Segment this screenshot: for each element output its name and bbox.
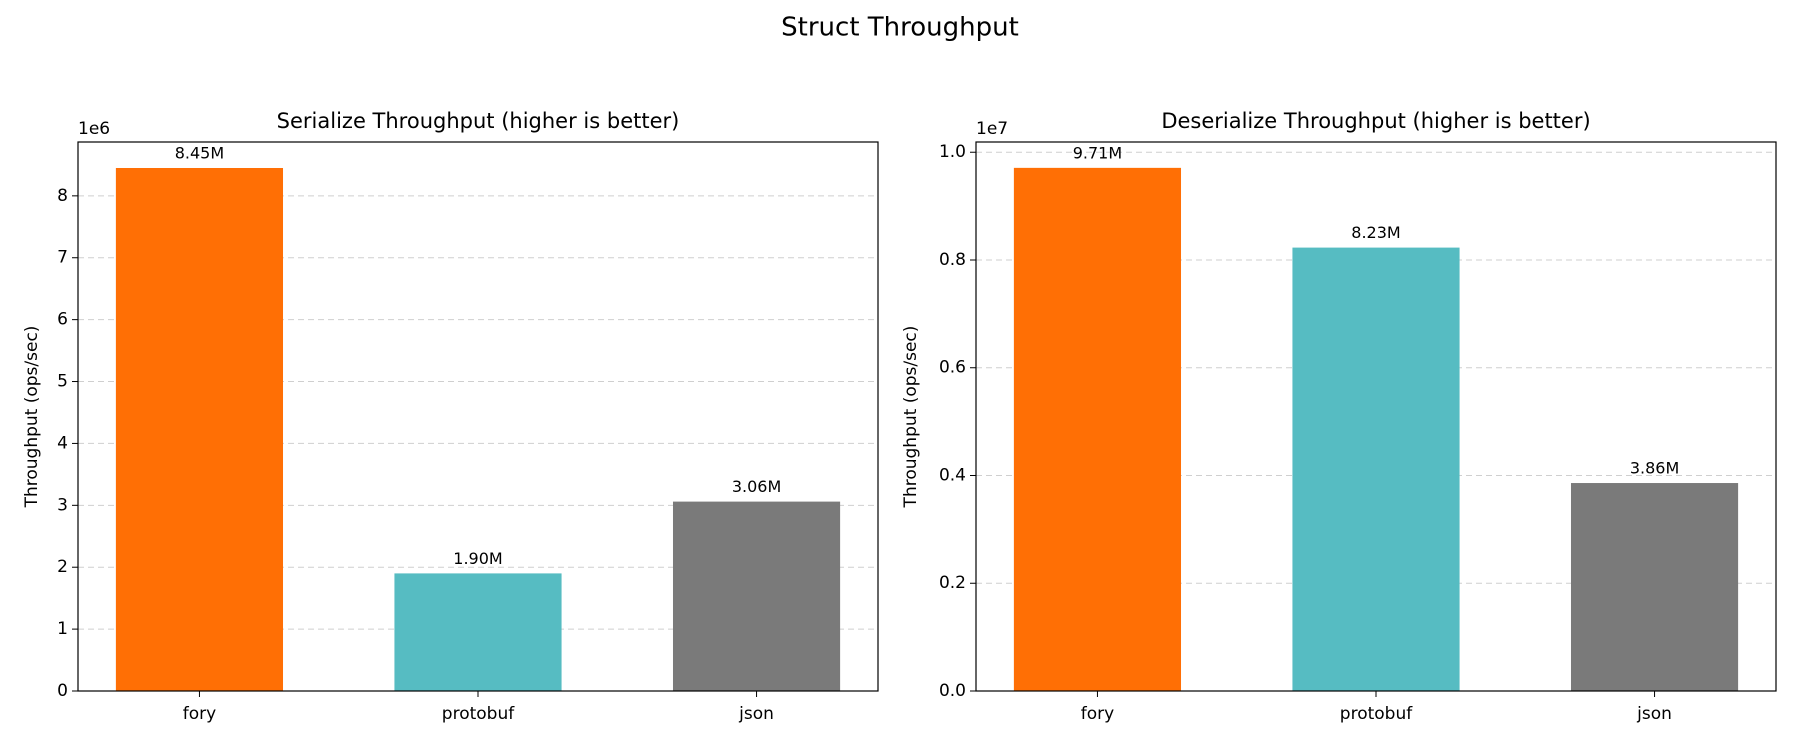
value-label: 3.06M xyxy=(732,477,781,496)
bar xyxy=(1013,167,1182,691)
x-tick-label: fory xyxy=(1081,704,1114,724)
y-tick-label: 0.6 xyxy=(939,358,966,378)
y-tick-label: 7 xyxy=(57,248,68,268)
value-label: 9.71M xyxy=(1073,143,1122,162)
axis-title: Serialize Throughput (higher is better) xyxy=(277,109,680,133)
y-axis-label: Throughput (ops/sec) xyxy=(901,326,921,509)
bar xyxy=(1570,483,1739,691)
y-tick-label: 1.0 xyxy=(939,142,966,162)
axis-title: Deserialize Throughput (higher is better… xyxy=(1161,109,1590,133)
y-tick-label: 3 xyxy=(57,495,68,515)
y-tick-label: 1 xyxy=(57,619,68,639)
x-tick-label: json xyxy=(738,704,774,724)
bar xyxy=(1292,247,1460,691)
bar xyxy=(672,501,841,691)
plot-frame xyxy=(77,141,879,692)
y-offset-label: 1e7 xyxy=(976,119,1008,139)
y-offset-label: 1e6 xyxy=(78,119,110,139)
x-tick-label: protobuf xyxy=(442,704,515,724)
x-tick-label: json xyxy=(1636,704,1672,724)
y-tick-label: 0.0 xyxy=(939,681,966,701)
y-axis-label: Throughput (ops/sec) xyxy=(22,326,42,509)
bar xyxy=(115,167,284,691)
y-tick-label: 0.8 xyxy=(939,250,966,270)
value-label: 1.90M xyxy=(453,549,502,568)
bar xyxy=(394,573,562,691)
value-label: 3.86M xyxy=(1630,459,1679,478)
figure-title: Struct Throughput xyxy=(781,13,1019,43)
x-tick-label: fory xyxy=(183,704,216,724)
y-tick-label: 0.2 xyxy=(939,573,966,593)
y-tick-label: 2 xyxy=(57,557,68,577)
value-label: 8.45M xyxy=(175,143,224,162)
x-tick-label: protobuf xyxy=(1340,704,1413,724)
y-tick-label: 6 xyxy=(57,310,68,330)
y-tick-label: 0.4 xyxy=(939,465,966,485)
value-label: 8.23M xyxy=(1351,223,1400,242)
y-tick-label: 5 xyxy=(57,372,68,392)
y-tick-label: 4 xyxy=(57,433,68,453)
y-tick-label: 8 xyxy=(57,186,68,206)
plot-frame xyxy=(975,141,1777,692)
y-tick-label: 0 xyxy=(57,681,68,701)
